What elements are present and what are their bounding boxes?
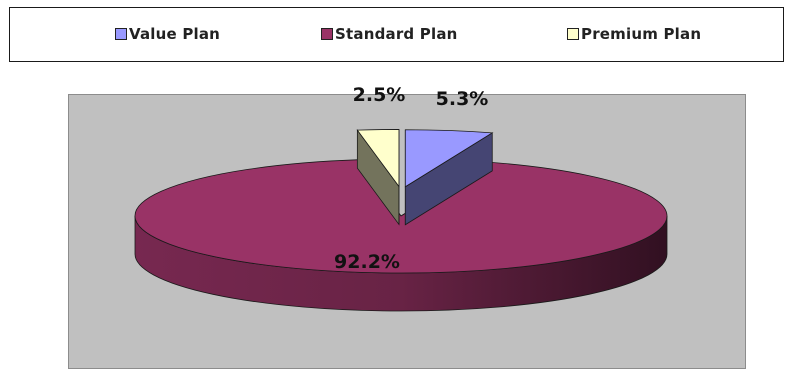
legend-item-premium-plan: Premium Plan [567, 25, 701, 43]
legend-label-value-plan: Value Plan [129, 25, 221, 43]
data-label-standard-plan: 92.2% [334, 251, 400, 273]
pie-slice-top-value-plan [404, 129, 494, 188]
pie-slice-premium-plan [356, 128, 400, 226]
legend-swatch-standard-plan [321, 28, 333, 40]
data-label-premium-plan: 2.5% [353, 84, 406, 106]
pie-slice-value-plan [404, 129, 494, 226]
legend-label-standard-plan: Standard Plan [335, 25, 458, 43]
legend-item-standard-plan: Standard Plan [321, 25, 458, 43]
pie-slice-top-premium-plan [356, 129, 400, 188]
pie-slice-top-standard-plan [134, 159, 668, 274]
chart-legend: Value Plan Standard Plan Premium Plan [9, 7, 784, 62]
data-label-value-plan: 5.3% [436, 88, 489, 110]
legend-label-premium-plan: Premium Plan [581, 25, 702, 43]
legend-swatch-value-plan [115, 28, 127, 40]
pie-slice-standard-plan [134, 158, 668, 312]
legend-item-value-plan: Value Plan [115, 25, 220, 43]
legend-swatch-premium-plan [567, 28, 579, 40]
